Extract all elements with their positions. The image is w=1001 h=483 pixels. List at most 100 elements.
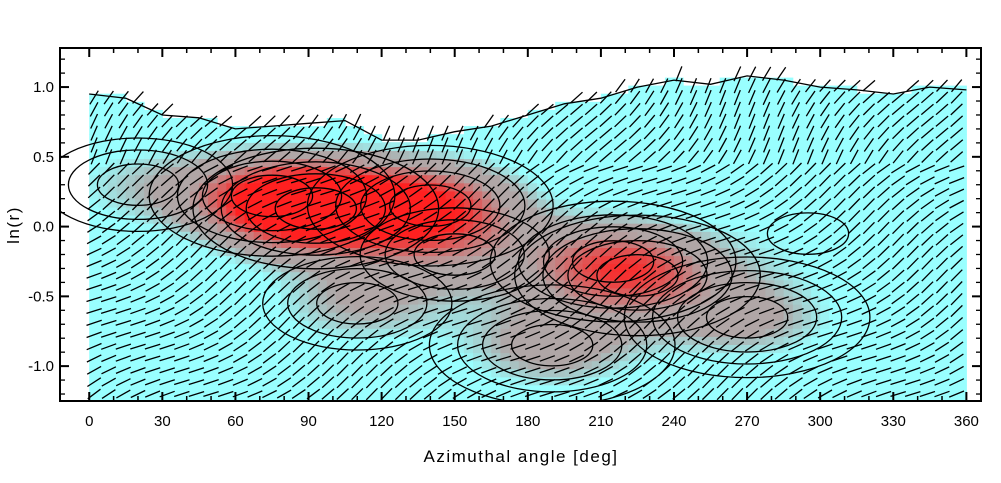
field-cell: [454, 150, 465, 159]
field-cell: [683, 360, 693, 370]
field-cell: [226, 336, 236, 345]
field-cell: [774, 304, 785, 313]
hatch-mark: [763, 125, 771, 141]
hatch-mark: [555, 245, 568, 258]
field-cell: [427, 360, 437, 370]
hatch-mark: [104, 125, 113, 141]
hatch-mark: [673, 126, 685, 140]
field-cell: [107, 287, 118, 297]
field-cell: [783, 263, 794, 273]
hatch-mark: [145, 295, 161, 304]
hatch-mark: [407, 272, 424, 279]
field-cell: [957, 190, 967, 200]
hatch-mark: [234, 257, 247, 270]
hatch-mark: [555, 127, 569, 139]
hatch-mark: [905, 164, 921, 174]
field-cell: [217, 295, 227, 305]
field-cell: [290, 215, 300, 224]
hatch-mark: [804, 78, 816, 93]
field-cell: [445, 150, 456, 159]
field-cell: [427, 271, 437, 281]
field-cell: [281, 174, 291, 184]
field-cell: [619, 134, 629, 143]
hatch-mark: [541, 233, 554, 247]
field-cell: [363, 247, 373, 257]
contour-line: [96, 163, 180, 207]
field-cell: [728, 352, 739, 362]
field-cell: [847, 158, 858, 168]
hatch-mark: [777, 101, 786, 117]
hatch-mark: [773, 272, 789, 279]
field-cell: [811, 142, 821, 151]
field-cell: [637, 304, 648, 313]
field-cell: [235, 376, 246, 386]
hatch-mark: [847, 270, 862, 281]
field-cell: [719, 182, 730, 192]
hatch-mark: [539, 318, 555, 328]
field-cell: [235, 198, 246, 208]
hatch-mark: [248, 151, 262, 163]
hatch-mark: [382, 125, 391, 141]
field-cell: [518, 392, 529, 401]
field-cell: [116, 247, 127, 257]
hatch-mark: [261, 177, 278, 184]
field-cell: [445, 239, 456, 248]
field-cell: [308, 166, 319, 176]
hatch-mark: [599, 234, 613, 246]
field-cell: [838, 255, 849, 265]
hatch-mark: [570, 257, 583, 270]
field-cell: [939, 295, 949, 305]
field-cell: [491, 198, 501, 208]
field-cell: [171, 271, 182, 281]
field-cell: [856, 215, 867, 224]
hatch-mark: [277, 340, 291, 353]
field-cell: [445, 344, 456, 354]
field-cell: [107, 271, 118, 281]
hatch-mark: [599, 317, 613, 329]
field-cell: [317, 376, 328, 386]
field-cell: [107, 182, 118, 192]
field-cell: [774, 376, 785, 386]
hatch-mark: [161, 138, 173, 152]
field-cell: [893, 295, 903, 305]
field-cell: [719, 304, 730, 313]
field-cell: [116, 206, 127, 216]
hatch-mark: [675, 78, 683, 94]
hatch-mark: [161, 198, 174, 211]
field-cell: [144, 360, 154, 370]
hatch-mark: [831, 355, 848, 362]
field-cell: [856, 255, 867, 265]
field-cell: [89, 190, 99, 200]
field-cell: [500, 312, 511, 321]
hatch-mark: [613, 234, 628, 245]
field-cell: [317, 295, 328, 305]
field-cell: [847, 320, 858, 329]
field-cell: [683, 134, 693, 143]
field-cell: [884, 287, 894, 297]
field-cell: [436, 182, 447, 192]
field-cell: [445, 304, 456, 313]
hatch-mark: [131, 222, 145, 234]
field-cell: [518, 368, 529, 378]
hatch-mark: [628, 340, 642, 353]
field-cell: [820, 109, 830, 119]
field-cell: [399, 279, 410, 289]
field-cell: [335, 360, 346, 370]
hatch-mark: [378, 272, 395, 279]
field-cell: [491, 182, 501, 192]
hatch-mark: [891, 91, 905, 104]
field-cell: [290, 295, 300, 305]
field-cell: [491, 231, 501, 240]
field-cell: [582, 190, 593, 200]
field-cell: [948, 101, 958, 111]
hatch-mark: [437, 331, 453, 339]
field-cell: [719, 85, 730, 95]
hatch-mark: [817, 307, 833, 315]
hatch-mark: [556, 150, 568, 164]
hatch-mark: [190, 115, 203, 128]
field-cell: [116, 304, 127, 313]
field-cell: [564, 174, 575, 184]
field-cell: [180, 368, 191, 378]
hatch-mark: [248, 139, 262, 151]
field-cell: [655, 247, 666, 257]
